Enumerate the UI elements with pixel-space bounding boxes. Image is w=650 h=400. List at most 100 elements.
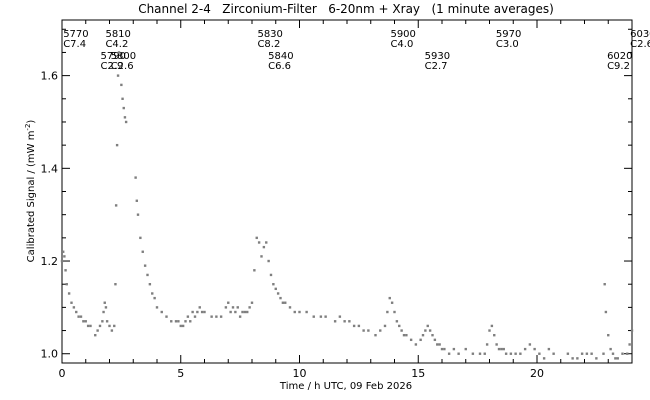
- data-point: [136, 213, 140, 216]
- event-number-label: 6020: [607, 51, 632, 62]
- data-point: [279, 296, 282, 300]
- data-point: [338, 315, 342, 318]
- data-point: [160, 310, 163, 314]
- data-point: [60, 259, 64, 263]
- data-point: [433, 338, 437, 342]
- x-axis: 0 5 10 15 20: [59, 20, 633, 380]
- data-point: [265, 241, 268, 244]
- data-point: [117, 51, 121, 54]
- data-point: [139, 236, 142, 240]
- data-point: [236, 306, 239, 309]
- data-point: [383, 324, 387, 328]
- data-point: [523, 347, 527, 351]
- data-point: [495, 343, 498, 346]
- data-point: [443, 347, 446, 351]
- event-number-label: 5790: [100, 51, 125, 62]
- data-point: [114, 283, 117, 286]
- data-point: [234, 310, 237, 314]
- data-point: [141, 250, 144, 253]
- data-point: [312, 315, 315, 318]
- data-point: [84, 320, 87, 323]
- event-number-label: 5800: [111, 51, 136, 62]
- y-tick-label: 1.6: [41, 70, 59, 83]
- event-number-label: 5930: [425, 51, 450, 62]
- data-point: [367, 329, 370, 332]
- data-point: [603, 283, 606, 286]
- x-tick-label: 20: [530, 367, 544, 380]
- data-point: [104, 306, 108, 309]
- data-point: [231, 306, 235, 309]
- data-point: [227, 301, 230, 304]
- data-point: [155, 306, 159, 309]
- data-point: [177, 320, 180, 323]
- data-point: [357, 324, 361, 328]
- data-point: [519, 352, 522, 355]
- chart-title: Channel 2-4 Zirconium-Filter 6-20nm + Xr…: [138, 2, 554, 16]
- x-tick-label: 0: [59, 367, 66, 380]
- data-point: [393, 310, 396, 314]
- data-point: [604, 310, 608, 314]
- data-point: [452, 347, 456, 351]
- event-class-label: C3.0: [496, 39, 519, 50]
- data-point: [153, 296, 156, 300]
- data-point: [571, 357, 574, 360]
- data-point: [267, 259, 270, 263]
- data-point: [181, 324, 185, 328]
- data-point: [67, 292, 71, 295]
- data-point: [255, 236, 258, 240]
- y-tick-label: 1.0: [41, 348, 59, 361]
- data-point: [200, 310, 204, 314]
- y-tick-label: 1.4: [41, 162, 59, 175]
- data-point: [274, 287, 277, 291]
- data-point: [497, 347, 501, 351]
- data-point: [611, 352, 615, 355]
- data-point: [471, 352, 475, 355]
- event-class-label: C2.6: [111, 61, 134, 72]
- x-tick-label: 5: [177, 367, 184, 380]
- y-tick-label: 1.2: [41, 255, 59, 268]
- data-point: [621, 352, 624, 355]
- data-point: [77, 315, 80, 318]
- data-point: [509, 352, 513, 355]
- event-class-label: C6.6: [268, 61, 291, 72]
- event-class-label: C2.6: [630, 39, 650, 50]
- data-point: [379, 329, 382, 332]
- data-point: [122, 106, 125, 110]
- data-point: [343, 320, 346, 323]
- data-point: [269, 273, 273, 277]
- data-point: [305, 310, 308, 314]
- data-point: [538, 352, 541, 355]
- data-point: [186, 315, 190, 318]
- data-point: [388, 296, 391, 300]
- data-point: [116, 74, 120, 77]
- data-point: [246, 310, 249, 314]
- data-point: [196, 310, 199, 314]
- data-point: [98, 324, 102, 328]
- data-point: [390, 301, 394, 304]
- data-point: [64, 269, 67, 272]
- data-point: [224, 306, 228, 309]
- data-point: [114, 204, 118, 207]
- event-number-label: 5840: [268, 51, 293, 62]
- data-point: [319, 315, 323, 318]
- data-point: [436, 343, 439, 346]
- data-point: [63, 255, 66, 258]
- event-number-label: 5830: [257, 29, 282, 40]
- data-point: [609, 347, 612, 351]
- data-point: [626, 352, 629, 355]
- data-point: [493, 333, 496, 337]
- data-point: [115, 143, 119, 147]
- data-point: [219, 315, 223, 318]
- event-class-label: C9.2: [607, 61, 630, 72]
- data-point: [542, 357, 546, 360]
- data-point: [374, 333, 377, 337]
- event-class-label: C8.2: [257, 39, 280, 50]
- data-point: [398, 324, 401, 328]
- data-point: [514, 352, 517, 355]
- data-point: [405, 333, 408, 337]
- data-point: [630, 329, 634, 332]
- data-point: [281, 301, 285, 304]
- data-point: [210, 315, 213, 318]
- data-point: [419, 338, 422, 342]
